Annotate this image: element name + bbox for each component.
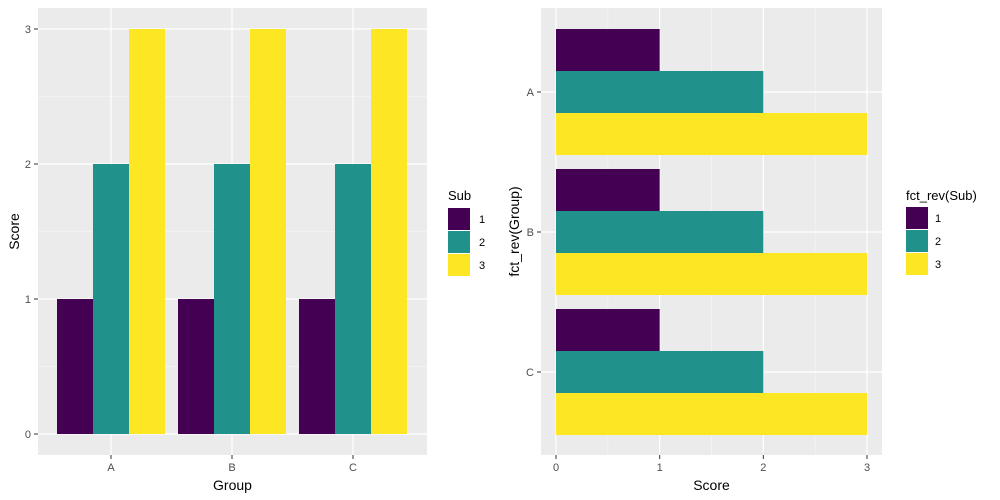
right-y-axis-title: fct_rev(Group) [506,186,522,276]
right-legend-key-2 [906,230,928,252]
left-y-tick-label: 3 [25,24,31,36]
right-legend: fct_rev(Sub) 1 2 3 [906,188,977,275]
right-legend-key-1 [906,207,928,229]
bar-left-C-sub1 [299,299,335,434]
left-x-tick-label: B [228,462,235,474]
bar-right-B-sub2 [556,211,764,253]
right-legend-label-1: 1 [935,213,941,225]
bar-left-B-sub3 [250,29,286,434]
bar-right-A-sub2 [556,71,764,113]
left-legend-title: Sub [448,188,471,203]
bar-right-C-sub1 [556,309,660,351]
right-legend-key-3 [906,253,928,275]
left-y-tick-label: 2 [25,159,31,171]
right-x-tick-label: 1 [657,462,663,474]
right-legend-label-2: 2 [935,236,941,248]
right-x-tick-label: 2 [760,462,766,474]
bar-left-A-sub2 [93,164,129,434]
right-bar-chart: 0 1 2 3 A B C Score fct_rev(Group) fct_rev(Sub… [506,8,977,493]
right-x-tick-label: 0 [553,462,559,474]
bar-left-C-sub3 [371,29,407,434]
bar-right-B-sub3 [556,253,867,295]
left-x-tick-label: C [349,462,357,474]
right-legend-label-3: 3 [935,259,941,271]
right-axes: 0 1 2 3 A B C [526,87,870,474]
bar-left-A-sub1 [57,299,93,434]
left-bars [57,29,407,434]
left-x-axis-title: Group [213,477,252,493]
left-y-tick-label: 0 [25,429,31,441]
left-y-axis-title: Score [6,213,22,250]
right-x-tick-label: 3 [864,462,870,474]
bar-left-A-sub3 [129,29,165,434]
bar-left-C-sub2 [335,164,371,434]
left-legend-key-1 [448,208,470,230]
left-bar-chart: 0 1 2 3 A B C Group Score Sub 1 2 3 [6,8,485,493]
bar-right-B-sub1 [556,169,660,211]
left-legend-key-3 [448,254,470,276]
bar-right-C-sub3 [556,393,867,435]
bar-left-B-sub2 [214,164,250,434]
left-legend: Sub 1 2 3 [448,188,485,276]
bar-left-B-sub1 [178,299,214,434]
bar-right-C-sub2 [556,351,764,393]
left-x-tick-label: A [107,462,115,474]
right-y-tick-label: B [527,227,534,239]
left-legend-label-2: 2 [479,237,485,249]
left-legend-label-1: 1 [479,214,485,226]
left-axes: 0 1 2 3 A B C [25,24,357,474]
bar-right-A-sub1 [556,29,660,71]
right-y-tick-label: C [526,367,534,379]
right-bars [556,29,867,435]
right-x-axis-title: Score [693,477,730,493]
right-legend-title: fct_rev(Sub) [906,188,977,203]
left-legend-label-3: 3 [479,260,485,272]
left-y-tick-label: 1 [25,294,31,306]
bar-right-A-sub3 [556,113,867,155]
left-legend-key-2 [448,231,470,253]
right-y-tick-label: A [527,87,535,99]
